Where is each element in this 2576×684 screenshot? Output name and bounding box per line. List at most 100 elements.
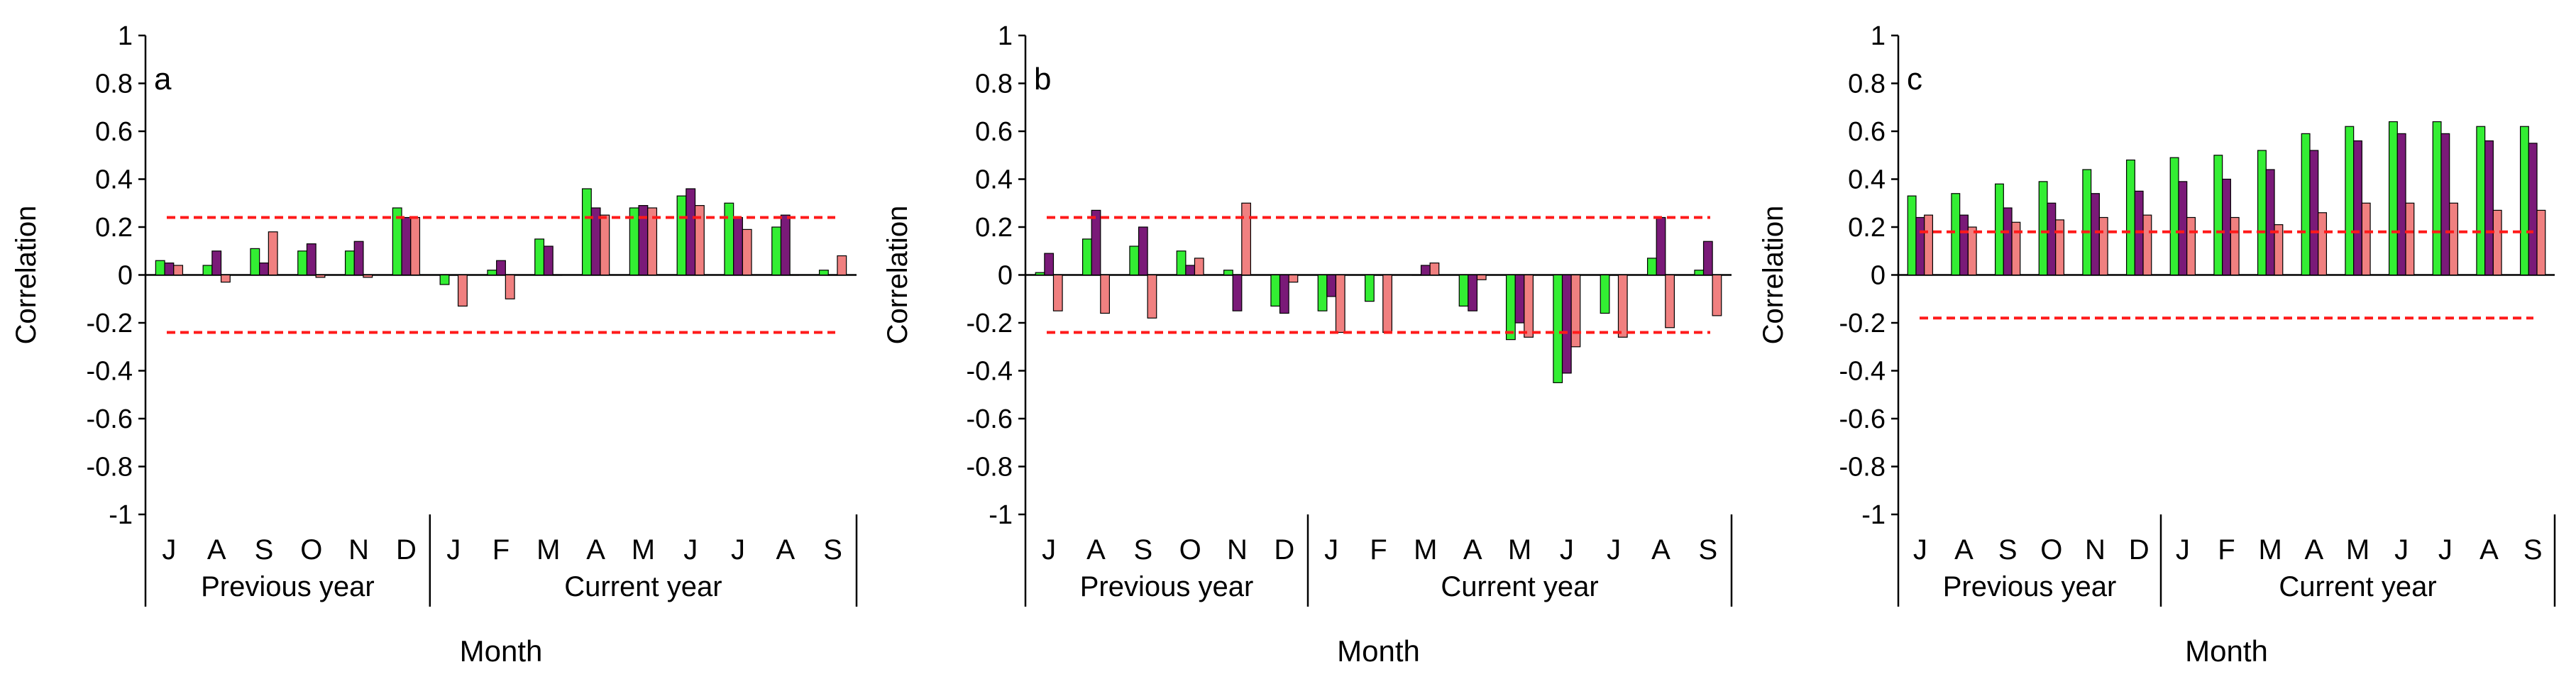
month-tick-label: A (1086, 534, 1106, 566)
month-tick-label: O (1179, 534, 1201, 566)
bar (1600, 274, 1610, 314)
y-tick-label: -1 (1861, 500, 1886, 530)
bar (818, 270, 829, 276)
bar (2388, 121, 2398, 276)
panel-label: a (154, 62, 172, 96)
bar (2536, 209, 2546, 276)
bar (2440, 133, 2450, 276)
bar (1702, 241, 1713, 276)
bar (2091, 193, 2100, 276)
bar (1279, 274, 1289, 314)
month-tick-label: M (536, 534, 560, 566)
month-tick-label: F (492, 534, 510, 566)
panel-label: c (1907, 62, 1922, 96)
bar (534, 238, 545, 276)
y-tick-label: -0.8 (87, 453, 133, 482)
y-tick-label: 0 (1871, 261, 1886, 291)
bar (1994, 183, 2004, 276)
bar (638, 205, 649, 276)
month-tick-label: J (446, 534, 461, 566)
month-tick-label: S (823, 534, 842, 566)
bar (1458, 274, 1469, 307)
bar (1317, 274, 1328, 311)
y-tick-label: -0.6 (87, 404, 133, 434)
bar (1524, 274, 1534, 338)
y-tick-label: 0.6 (975, 117, 1013, 147)
bar (1382, 274, 1393, 333)
bar (1694, 270, 1705, 276)
month-tick-label: O (2040, 534, 2062, 566)
x-axis-label: Month (1337, 634, 1420, 668)
bar (2301, 133, 2311, 276)
bar (1712, 274, 1722, 316)
bar (1081, 238, 1092, 276)
group-label: Previous year (201, 571, 375, 602)
y-tick-label: -0.8 (1839, 453, 1886, 482)
month-tick-label: J (1913, 534, 1927, 566)
bar (353, 241, 364, 276)
bar (344, 250, 355, 276)
bar (1147, 274, 1157, 319)
month-tick-label: S (1698, 534, 1717, 566)
y-tick-label: -0.4 (87, 357, 133, 387)
month-tick-label: J (683, 534, 698, 566)
month-tick-label: N (348, 534, 369, 566)
bar (543, 246, 554, 276)
month-tick-label: J (2394, 534, 2409, 566)
bar (401, 216, 412, 276)
bar (2222, 178, 2231, 276)
bar (733, 216, 743, 276)
bar (780, 214, 791, 276)
bar (647, 207, 658, 276)
month-tick-label: M (1414, 534, 1437, 566)
bar (315, 274, 326, 278)
bar (1223, 270, 1233, 276)
bar (742, 228, 752, 276)
bar (2038, 181, 2048, 276)
month-tick-label: J (2176, 534, 2190, 566)
group-label: Previous year (1943, 571, 2117, 602)
bar (1335, 274, 1345, 333)
y-tick-label: 0 (998, 261, 1013, 291)
y-tick-label: 0.4 (1848, 165, 1886, 195)
bar (1420, 265, 1431, 276)
bar (581, 188, 592, 276)
month-tick-label: A (1954, 534, 1974, 566)
month-tick-label: N (2085, 534, 2106, 566)
y-tick-label: 0.2 (975, 213, 1013, 243)
month-tick-label: D (2129, 534, 2150, 566)
bar (1617, 274, 1628, 338)
x-axis-label: Month (460, 634, 543, 668)
bar (1609, 274, 1619, 276)
y-tick-label: 1 (118, 21, 133, 51)
bar (1665, 274, 1675, 329)
bar (363, 274, 373, 278)
y-tick-label: 1 (998, 21, 1013, 51)
y-tick-label: -0.2 (87, 309, 133, 338)
month-tick-label: J (731, 534, 745, 566)
bar (2476, 126, 2486, 276)
bar (220, 274, 231, 283)
bar (410, 216, 421, 276)
bar (1035, 272, 1045, 276)
month-tick-label: M (2259, 534, 2282, 566)
bar (505, 274, 515, 299)
month-tick-label: O (300, 534, 322, 566)
bar (250, 248, 260, 276)
bar (2274, 224, 2284, 276)
bar (2432, 121, 2442, 276)
bar (1411, 274, 1422, 276)
y-tick-label: 1 (1871, 21, 1886, 51)
bar (1656, 216, 1666, 276)
month-tick-label: J (1324, 534, 1338, 566)
y-tick-label: -0.8 (967, 453, 1013, 482)
x-axis-label: Month (2185, 634, 2268, 668)
month-tick-label: A (207, 534, 226, 566)
bar (439, 274, 450, 285)
bar (1967, 226, 1977, 276)
bar (2003, 207, 2013, 276)
bar (2449, 202, 2459, 276)
bar (2484, 140, 2494, 276)
bar (1959, 214, 1969, 276)
group-label: Previous year (1080, 571, 1254, 602)
